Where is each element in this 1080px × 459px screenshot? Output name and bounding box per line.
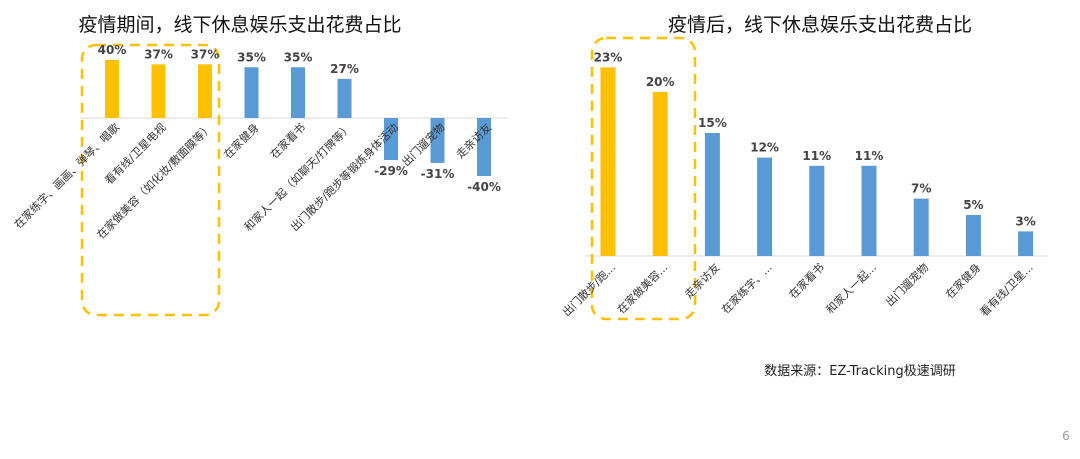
chart-right-category-label-5: 在家看书 [786,260,827,301]
chart-right-category-label-9: 看有线/卫星... [977,260,1036,319]
chart-left-value-label-1: 40% [98,43,127,57]
chart-right-bar-8 [965,215,981,256]
chart-right-bar-4 [757,157,773,256]
chart-after-epidemic: 疫情后，线下休息娱乐支出花费占比 23% 出门散步/跑... 20% 在家做美容...… [559,14,1048,321]
chart-right-value-label-4: 12% [750,141,779,155]
chart-left-value-label-7: -29% [374,164,408,178]
chart-right-bar-2 [652,92,668,256]
chart-right-value-label-8: 5% [963,198,983,212]
chart-left-value-label-6: 27% [330,62,359,76]
chart-left-bar-8 [430,118,445,163]
chart-left-bar-7 [384,118,398,161]
chart-right-category-label-1: 出门散步/跑... [559,260,618,319]
chart-left-bar-9 [477,118,491,176]
chart-left-category-label-4: 在家健身 [221,120,262,161]
chart-right-value-label-9: 3% [1015,214,1035,228]
chart-left-value-label-9: -40% [467,180,501,194]
chart-right-bar-3 [704,133,720,256]
chart-left-highlight-box [80,43,221,317]
chart-right-category-label-7: 出门遛宠物 [883,260,932,309]
chart-left-bar-2 [151,64,166,118]
chart-left-bar-4 [244,67,259,118]
chart-left-title: 疫情期间，线下休息娱乐支出花费占比 [78,14,401,36]
chart-left-bar-6 [337,78,352,118]
chart-right-category-label-2: 在家做美容... [614,260,670,316]
chart-right-category-label-4: 在家练字、... [719,260,775,316]
chart-left-value-label-5: 35% [284,50,313,64]
chart-left-bar-1 [105,60,119,118]
chart-right-bar-9 [1018,231,1034,256]
chart-right-value-label-3: 15% [698,116,727,130]
chart-left-value-label-3: 37% [191,47,220,61]
chart-right-bar-7 [913,198,929,256]
chart-right-bars: 23% 出门散步/跑... 20% 在家做美容... 15% 走亲访友 12% 在家练字、..… [559,50,1035,319]
chart-right-category-label-6: 和家人一起... [823,260,879,316]
chart-left-bars: 40%在家练字、画画、弹琴、唱歌37%看有线/卫星电视37%在家做美容（如化妆/… [11,43,501,242]
chart-right-bar-6 [861,165,877,256]
chart-left-category-label-5: 在家看书 [267,120,308,161]
chart-left-value-label-2: 37% [144,47,173,61]
chart-right-value-label-5: 11% [802,149,831,163]
chart-left-bar-5 [291,67,305,118]
page-number: 6 [1062,429,1070,443]
chart-right-category-label-3: 走亲访友 [682,260,723,301]
chart-right-value-label-2: 20% [646,75,675,89]
chart-right-category-label-8: 在家健身 [943,260,984,301]
chart-right-bar-5 [809,165,825,256]
chart-right-value-label-6: 11% [855,149,884,163]
chart-left-value-label-8: -31% [421,167,455,181]
chart-right-value-label-7: 7% [911,182,931,196]
chart-right-value-label-1: 23% [594,50,623,64]
source-note: 数据来源：EZ-Tracking极速调研 [764,364,956,379]
chart-left-bar-3 [198,64,212,118]
chart-right-bar-1 [600,67,616,257]
chart-right-title: 疫情后，线下休息娱乐支出花费占比 [668,14,972,36]
chart-left-value-label-4: 35% [237,50,266,64]
chart-right-highlight-box [590,36,697,321]
chart-during-epidemic: 疫情期间，线下休息娱乐支出花费占比 40%在家练字、画画、弹琴、唱歌37%看有线… [11,14,508,317]
